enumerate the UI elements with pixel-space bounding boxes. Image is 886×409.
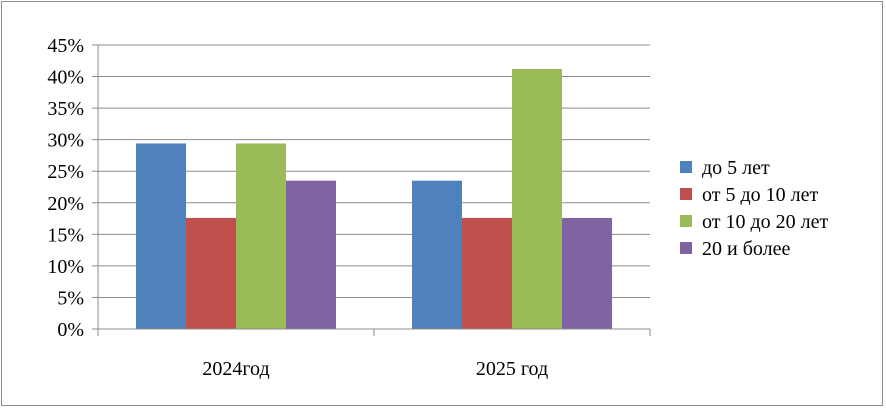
bars (136, 68, 612, 329)
y-tick-label: 40% (47, 67, 84, 89)
bar (512, 68, 562, 329)
legend-swatch (680, 215, 692, 227)
x-category-label: 2025 год (476, 358, 548, 380)
legend-label: до 5 лет (702, 157, 770, 179)
bar (562, 217, 612, 329)
legend-label: от 10 до 20 лет (702, 211, 829, 233)
legend: до 5 лет от 5 до 10 лет от 10 до 20 лет 20 … (680, 157, 829, 260)
y-tick-label: 10% (47, 256, 84, 278)
x-category-label: 2024год (202, 358, 269, 380)
bar (236, 143, 286, 329)
legend-label: от 5 до 10 лет (702, 184, 819, 206)
y-tick-label: 5% (57, 287, 84, 309)
bar (412, 180, 462, 329)
y-tick-label: 35% (47, 98, 84, 120)
y-tick-label: 25% (47, 161, 84, 183)
bar (136, 143, 186, 329)
legend-swatch (680, 161, 692, 173)
y-tick-label: 20% (47, 193, 84, 215)
y-tick-label: 45% (47, 35, 84, 57)
y-axis-tick-labels: 0% 5% 10% 15% 20% 25% 30% 35% 40% 45% (47, 35, 84, 341)
bar (462, 217, 512, 329)
y-tick-label: 15% (47, 224, 84, 246)
legend-label: 20 и более (702, 238, 790, 260)
legend-swatch (680, 242, 692, 254)
x-axis-category-labels: 2024год 2025 год (202, 358, 548, 380)
legend-swatch (680, 188, 692, 200)
bar (286, 180, 336, 329)
y-tick-label: 30% (47, 130, 84, 152)
y-tick-label: 0% (57, 319, 84, 341)
axes (92, 44, 651, 336)
bar (186, 217, 236, 329)
